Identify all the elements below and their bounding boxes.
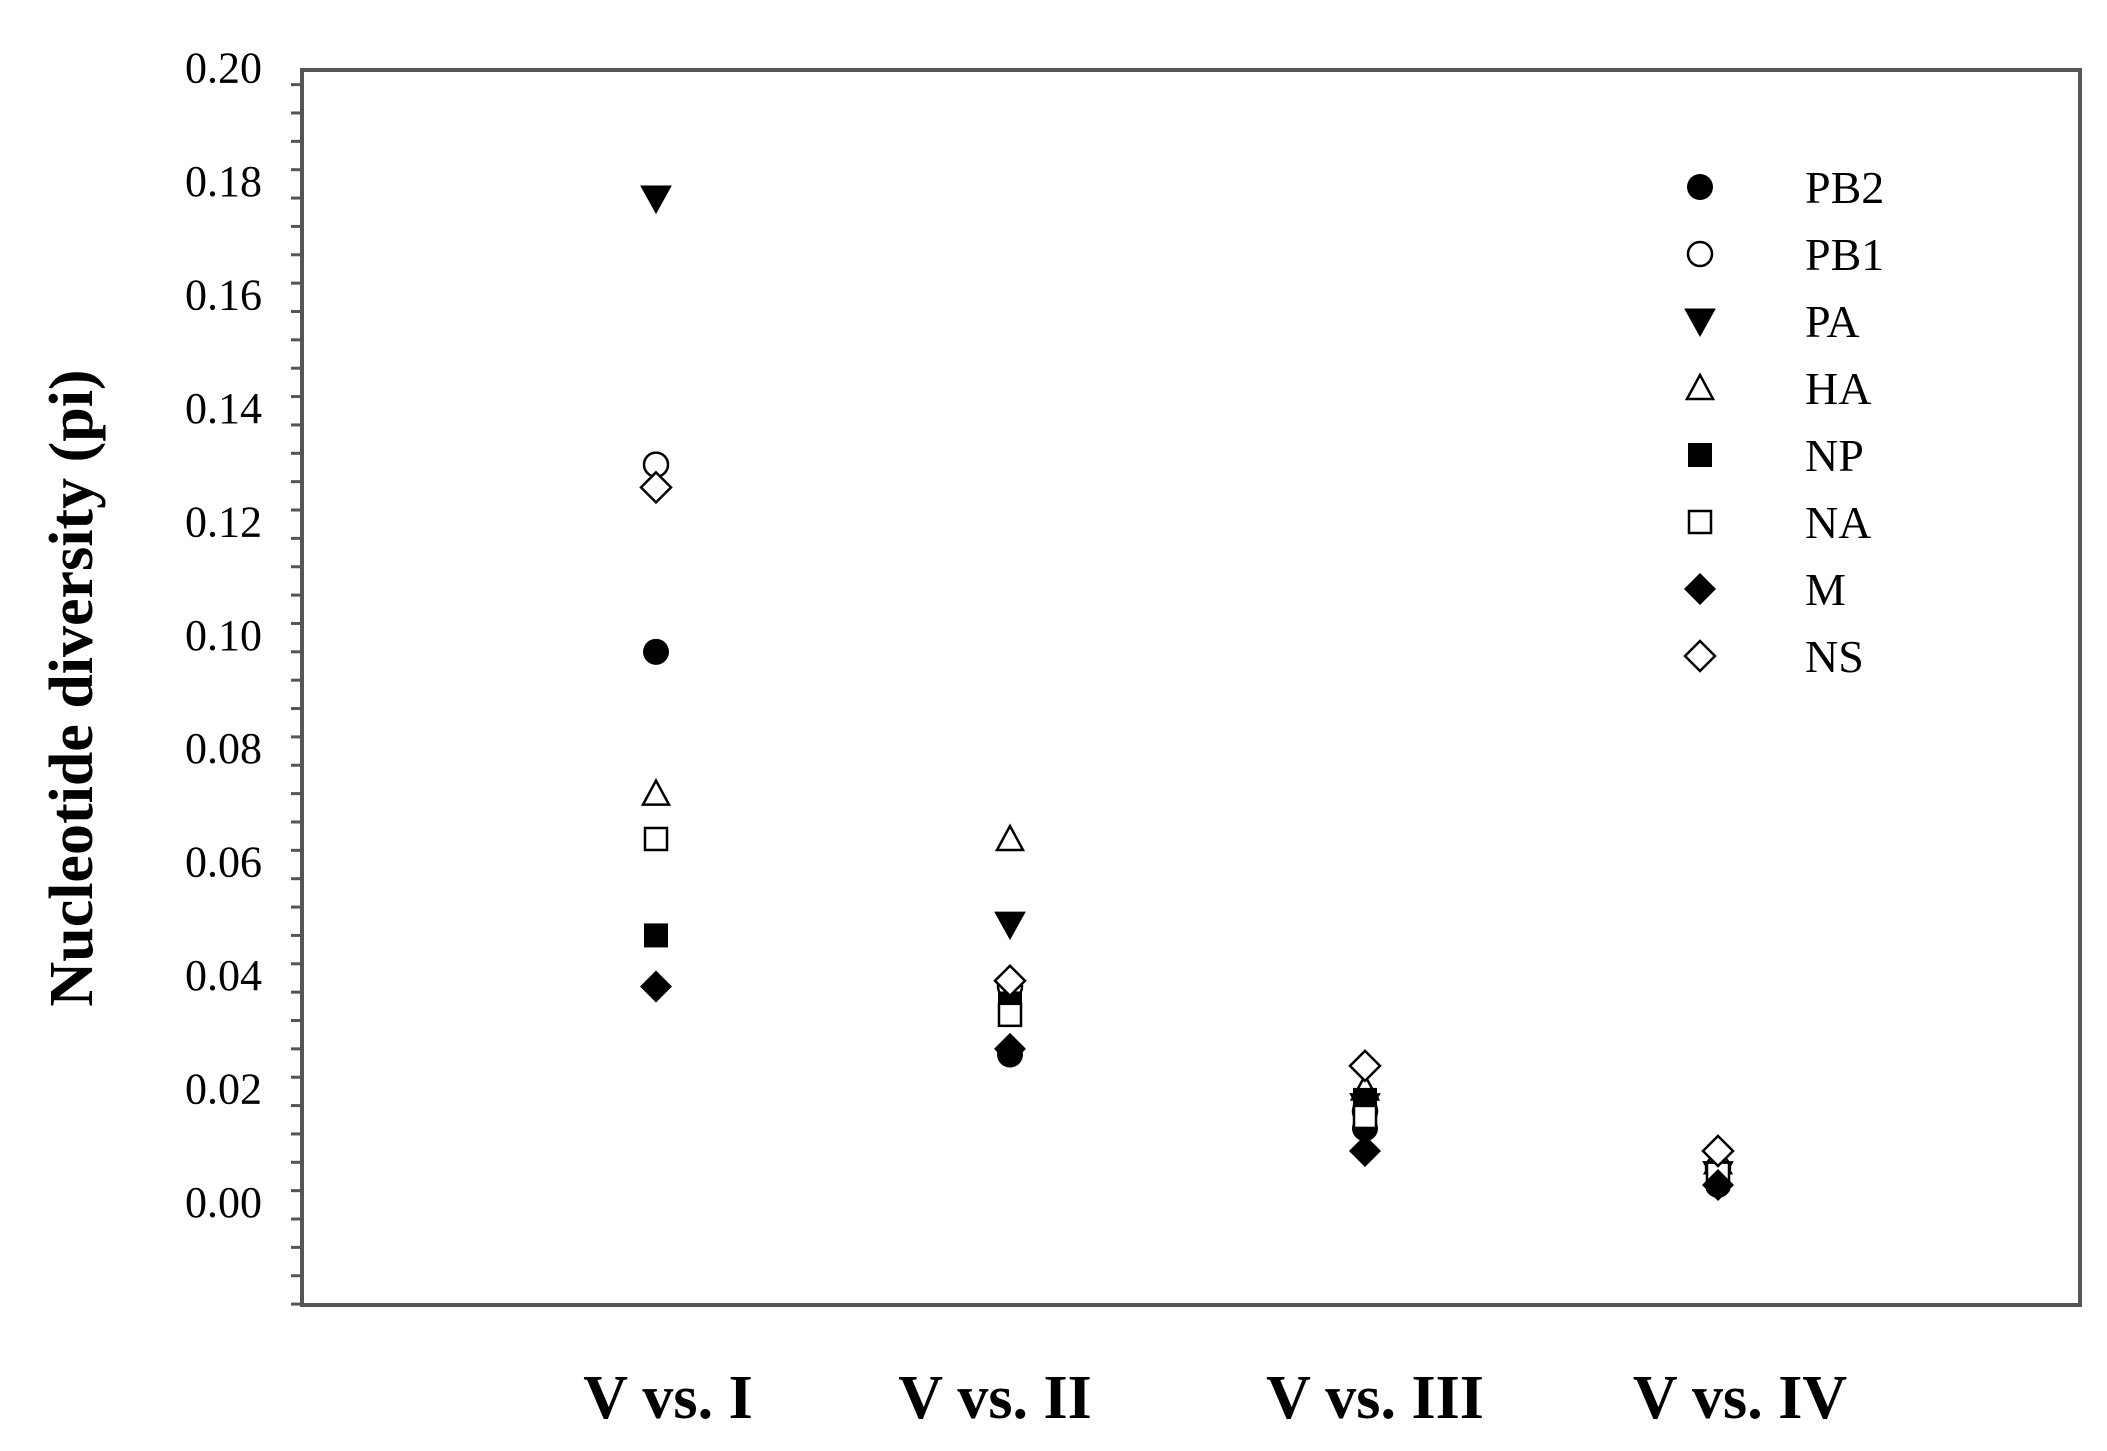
data-point-m [1702, 1168, 1734, 1201]
y-tick-label: 0.18 [185, 157, 262, 206]
x-axis: V vs. I V vs. II V vs. III V vs. IV [583, 1364, 1847, 1432]
data-point-ha [994, 823, 1026, 852]
data-point-na [997, 1002, 1023, 1028]
legend-marker-pb2 [1687, 174, 1713, 200]
data-point-pa [994, 911, 1026, 941]
data-point-ha [640, 777, 672, 806]
legend-label: PA [1805, 296, 1860, 347]
legend-label: NP [1805, 430, 1864, 481]
legend-label: PB2 [1805, 162, 1884, 213]
data-point-ns [639, 470, 673, 505]
legend-marker-ha [1684, 372, 1716, 401]
x-category-label: V vs. II [898, 1364, 1092, 1432]
legend-marker-m [1684, 573, 1716, 605]
y-axis: 0.00 0.02 0.04 0.06 0.08 0.10 0.12 0.14 0.16 0.18… [185, 44, 302, 1306]
x-category-label: V vs. IV [1633, 1364, 1847, 1432]
legend-label: M [1805, 564, 1846, 615]
data-point-pb2 [643, 638, 669, 665]
y-tick-label: 0.00 [185, 1178, 262, 1227]
data-point-m [1349, 1134, 1381, 1167]
data-point-na [1352, 1104, 1378, 1130]
data-point-na [643, 826, 669, 852]
x-category-label: V vs. III [1266, 1364, 1484, 1432]
y-axis-label: Nucleotide diversity (pi) [38, 369, 106, 1006]
x-category-label: V vs. I [583, 1364, 752, 1432]
y-tick-label: 0.06 [185, 838, 262, 887]
data-point-ns [1348, 1049, 1382, 1083]
y-tick-label: 0.02 [185, 1065, 262, 1114]
data-points [639, 185, 1735, 1201]
legend-marker-np [1688, 443, 1712, 467]
data-point-pa [640, 185, 672, 215]
data-point-np [644, 923, 668, 948]
y-tick-label: 0.14 [185, 384, 262, 433]
legend-marker-pb1 [1686, 240, 1714, 268]
legend-label: NS [1805, 631, 1864, 682]
legend-label: HA [1805, 363, 1871, 414]
plot-frame [300, 68, 2082, 1307]
y-tick-label: 0.12 [185, 497, 262, 546]
data-point-m [994, 1032, 1026, 1065]
y-tick-label: 0.10 [185, 611, 262, 660]
data-point-ns [993, 964, 1027, 998]
legend: PB2 PB1 PA HA NP NA M NS [1683, 162, 1884, 682]
legend-marker-na [1687, 509, 1713, 535]
y-tick-label: 0.08 [185, 724, 262, 773]
legend-marker-pa [1684, 308, 1716, 338]
legend-label: NA [1805, 497, 1871, 548]
y-tick-label: 0.04 [185, 951, 262, 1000]
y-tick-label: 0.20 [185, 44, 262, 93]
data-point-ns [1701, 1134, 1735, 1168]
legend-marker-ns [1683, 639, 1717, 673]
legend-label: PB1 [1805, 229, 1884, 280]
data-point-m [640, 970, 672, 1003]
y-tick-label: 0.16 [185, 270, 262, 319]
